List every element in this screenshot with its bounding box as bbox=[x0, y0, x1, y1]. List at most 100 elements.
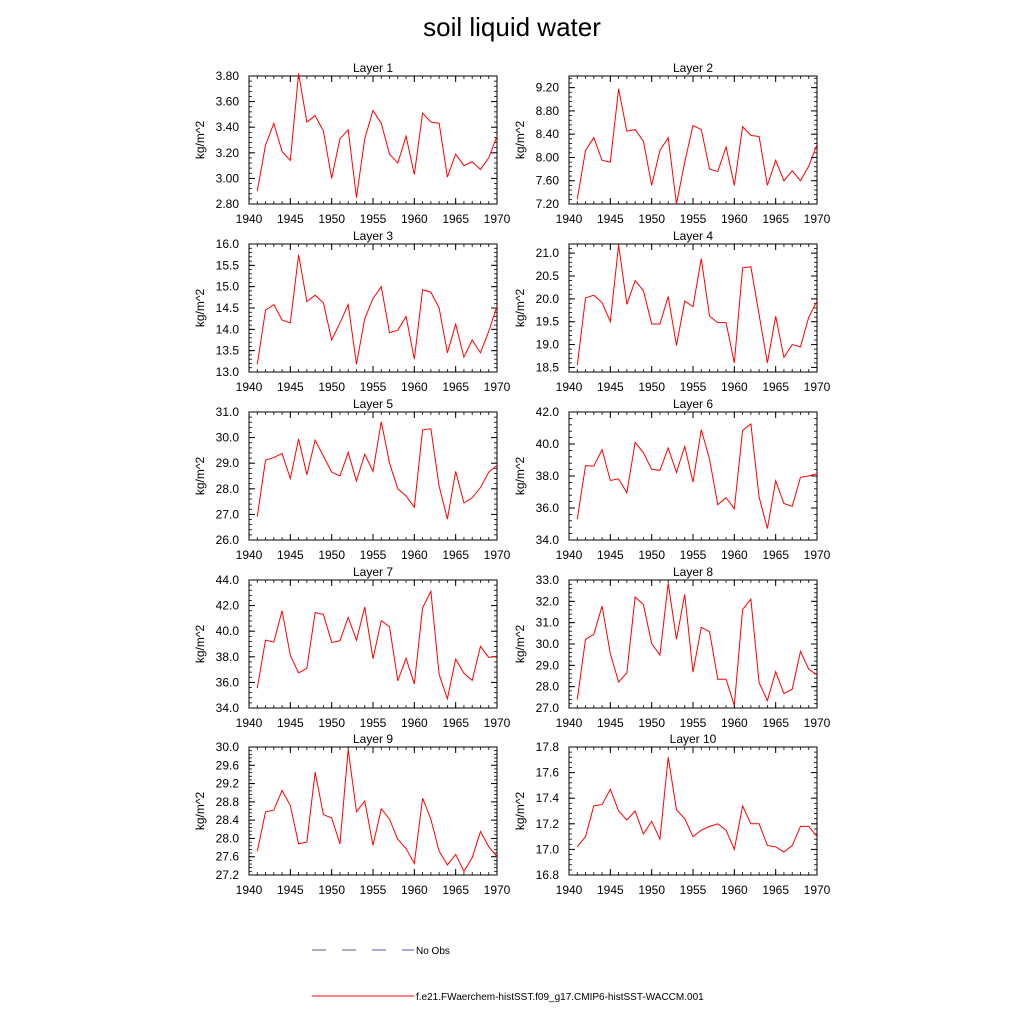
y-tick-label: 28.0 bbox=[216, 482, 240, 496]
x-tick-label: 1950 bbox=[638, 716, 665, 730]
y-axis-label: kg/m^2 bbox=[193, 289, 207, 328]
y-tick-label: 7.20 bbox=[536, 197, 560, 211]
x-tick-label: 1945 bbox=[597, 883, 624, 897]
y-tick-label: 21.0 bbox=[536, 246, 560, 260]
y-tick-label: 34.0 bbox=[536, 533, 560, 547]
y-tick-label: 28.0 bbox=[216, 831, 240, 845]
x-tick-label: 1940 bbox=[236, 212, 263, 226]
y-tick-label: 8.00 bbox=[536, 150, 560, 164]
y-tick-label: 29.0 bbox=[536, 658, 560, 672]
y-axis-label: kg/m^2 bbox=[193, 457, 207, 496]
y-tick-label: 8.40 bbox=[536, 127, 560, 141]
series-line bbox=[576, 757, 818, 853]
y-tick-label: 7.60 bbox=[536, 174, 560, 188]
y-tick-label: 15.0 bbox=[216, 280, 240, 294]
x-tick-label: 1955 bbox=[680, 548, 707, 562]
x-tick-label: 1950 bbox=[318, 716, 345, 730]
y-tick-label: 38.0 bbox=[216, 650, 240, 664]
x-tick-label: 1955 bbox=[680, 380, 707, 394]
panel-title: Layer 7 bbox=[353, 565, 393, 579]
series-line bbox=[256, 589, 498, 701]
y-tick-label: 40.0 bbox=[536, 437, 560, 451]
y-tick-label: 29.2 bbox=[216, 777, 240, 791]
series-line bbox=[576, 88, 818, 205]
y-tick-label: 17.2 bbox=[536, 817, 560, 831]
y-tick-label: 31.0 bbox=[536, 616, 560, 630]
x-tick-label: 1940 bbox=[236, 716, 263, 730]
x-tick-label: 1940 bbox=[556, 212, 583, 226]
y-tick-label: 29.0 bbox=[216, 456, 240, 470]
x-tick-label: 1965 bbox=[442, 716, 469, 730]
y-axis-label: kg/m^2 bbox=[513, 792, 527, 831]
panel-frame bbox=[248, 75, 498, 205]
x-tick-label: 1970 bbox=[484, 883, 511, 897]
y-axis-label: kg/m^2 bbox=[193, 792, 207, 831]
y-tick-label: 28.8 bbox=[216, 795, 240, 809]
x-tick-label: 1950 bbox=[318, 212, 345, 226]
series-line bbox=[256, 749, 498, 873]
y-tick-label: 27.2 bbox=[216, 868, 240, 882]
y-tick-label: 38.0 bbox=[536, 469, 560, 483]
x-tick-label: 1945 bbox=[277, 883, 304, 897]
y-tick-label: 3.80 bbox=[216, 69, 240, 83]
x-tick-label: 1955 bbox=[360, 716, 387, 730]
x-tick-label: 1950 bbox=[318, 380, 345, 394]
panel-frame bbox=[248, 243, 498, 373]
y-tick-label: 28.0 bbox=[536, 680, 560, 694]
x-tick-label: 1955 bbox=[680, 883, 707, 897]
x-tick-label: 1955 bbox=[680, 212, 707, 226]
y-tick-label: 30.0 bbox=[536, 637, 560, 651]
x-tick-label: 1950 bbox=[638, 380, 665, 394]
y-tick-label: 16.8 bbox=[536, 868, 560, 882]
x-tick-label: 1970 bbox=[804, 380, 831, 394]
y-axis-label: kg/m^2 bbox=[513, 121, 527, 160]
x-tick-label: 1940 bbox=[556, 716, 583, 730]
x-tick-label: 1965 bbox=[762, 548, 789, 562]
y-tick-label: 13.0 bbox=[216, 365, 240, 379]
series-line bbox=[256, 421, 498, 520]
x-tick-label: 1960 bbox=[401, 883, 428, 897]
y-tick-label: 30.0 bbox=[216, 740, 240, 754]
x-tick-label: 1950 bbox=[638, 883, 665, 897]
chart-title: soil liquid water bbox=[423, 12, 601, 42]
panel-title: Layer 10 bbox=[670, 732, 717, 746]
panel-frame bbox=[568, 579, 818, 709]
x-tick-label: 1940 bbox=[236, 883, 263, 897]
panel-title: Layer 3 bbox=[353, 229, 393, 243]
x-tick-label: 1945 bbox=[277, 380, 304, 394]
panel-frame bbox=[568, 746, 818, 876]
legend-no-obs-label: No Obs bbox=[416, 946, 450, 957]
panel-title: Layer 9 bbox=[353, 732, 393, 746]
panel-frame bbox=[568, 243, 818, 373]
x-tick-label: 1960 bbox=[721, 212, 748, 226]
x-tick-label: 1950 bbox=[638, 212, 665, 226]
y-tick-label: 16.0 bbox=[216, 237, 240, 251]
x-tick-label: 1945 bbox=[597, 716, 624, 730]
x-tick-label: 1950 bbox=[318, 883, 345, 897]
y-tick-label: 36.0 bbox=[536, 501, 560, 515]
y-tick-label: 40.0 bbox=[216, 624, 240, 638]
x-tick-label: 1970 bbox=[804, 212, 831, 226]
y-tick-label: 19.0 bbox=[536, 338, 560, 352]
y-tick-label: 17.0 bbox=[536, 842, 560, 856]
x-tick-label: 1965 bbox=[442, 380, 469, 394]
x-tick-label: 1945 bbox=[597, 380, 624, 394]
y-tick-label: 19.5 bbox=[536, 315, 560, 329]
panel-frame bbox=[248, 746, 498, 876]
y-tick-label: 29.6 bbox=[216, 758, 240, 772]
x-tick-label: 1965 bbox=[442, 883, 469, 897]
y-axis-label: kg/m^2 bbox=[193, 625, 207, 664]
x-tick-label: 1970 bbox=[484, 380, 511, 394]
x-tick-label: 1970 bbox=[484, 212, 511, 226]
y-tick-label: 18.5 bbox=[536, 360, 560, 374]
x-tick-label: 1955 bbox=[360, 883, 387, 897]
y-tick-label: 42.0 bbox=[536, 405, 560, 419]
y-tick-label: 26.0 bbox=[216, 533, 240, 547]
y-tick-label: 27.0 bbox=[536, 701, 560, 715]
y-tick-label: 3.20 bbox=[216, 146, 240, 160]
y-axis-label: kg/m^2 bbox=[513, 457, 527, 496]
x-tick-label: 1965 bbox=[762, 883, 789, 897]
y-tick-label: 15.5 bbox=[216, 258, 240, 272]
panel-frame bbox=[248, 579, 498, 709]
